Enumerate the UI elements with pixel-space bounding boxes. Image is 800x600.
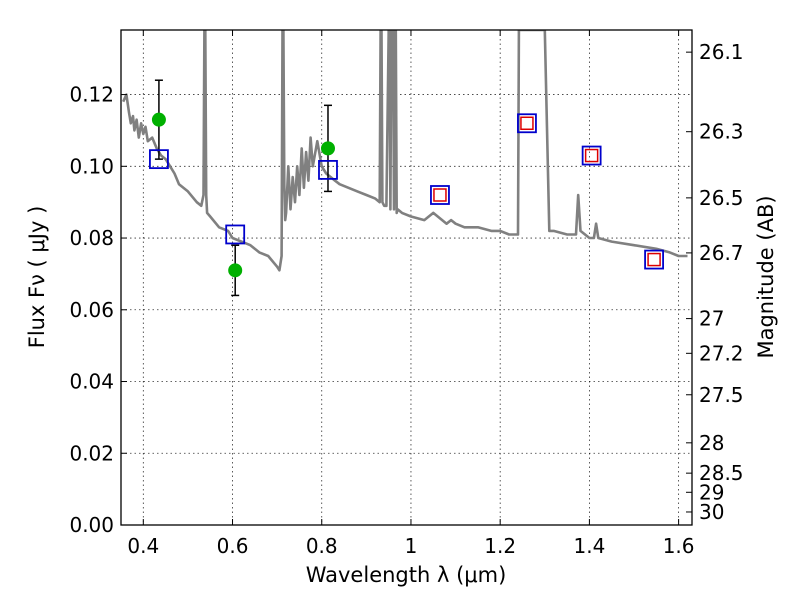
y-tick-label: 0.08 — [69, 226, 114, 250]
model-square-red — [584, 148, 599, 163]
model-square-red — [520, 116, 534, 131]
mag-tick-label: 30 — [699, 500, 724, 524]
data-layer — [122, 30, 688, 297]
grid-layer — [121, 30, 692, 526]
mag-tick-label: 28 — [699, 431, 724, 455]
model-square-blue — [149, 149, 169, 170]
observed-point — [151, 112, 166, 127]
plot-frame — [120, 29, 693, 526]
mag-tick-label: 27.5 — [699, 383, 744, 407]
mag-tick-label: 26.5 — [699, 186, 744, 210]
mag-tick-label: 27.2 — [699, 341, 744, 365]
model-square-red — [647, 252, 661, 267]
mag-tick-label: 26.3 — [699, 120, 744, 144]
x-tick-label: 0.8 — [306, 534, 338, 558]
observed-point — [320, 141, 335, 156]
model-square-blue — [430, 185, 450, 205]
x-tick-label: 1.6 — [663, 534, 695, 558]
x-tick-label: 1 — [405, 534, 418, 558]
model-square-blue — [225, 224, 246, 245]
model-square-blue — [644, 249, 664, 270]
y-tick-label: 0.02 — [69, 441, 114, 465]
model-square-blue — [517, 113, 537, 134]
x-axis-label: Wavelength λ (μm) — [306, 563, 507, 587]
model-square-blue — [318, 159, 338, 180]
x-tick-label: 1.4 — [573, 534, 605, 558]
observed-point — [228, 263, 243, 278]
y-tick-label: 0.06 — [69, 298, 114, 322]
y-tick-label: 0.00 — [69, 513, 114, 537]
y-tick-label: 0.10 — [69, 154, 114, 178]
x-tick-label: 0.6 — [217, 534, 249, 558]
mag-tick-label: 28.5 — [699, 461, 744, 485]
y2-axis-label: Magnitude (AB) — [754, 195, 778, 358]
mag-tick-label: 29 — [699, 480, 724, 504]
tick-layer: 0.4 0.6 0.8 1 1.2 1.4 1.6 0.00 0.02 0.04 0.06 0.08 0… — [69, 30, 744, 558]
model-square-blue — [581, 145, 602, 166]
y-tick-label: 0.04 — [69, 370, 114, 394]
y-axis-label: Flux Fν ( μJy ) — [25, 206, 49, 349]
y-tick-label: 0.12 — [69, 83, 114, 107]
mag-tick-label: 26.7 — [699, 241, 744, 265]
mag-tick-label: 27 — [699, 307, 724, 331]
model-square-red — [433, 188, 447, 202]
spectrum-line — [122, 30, 688, 272]
x-tick-label: 1.2 — [484, 534, 516, 558]
mag-tick-label: 26.1 — [699, 40, 744, 64]
x-tick-label: 0.4 — [127, 534, 159, 558]
